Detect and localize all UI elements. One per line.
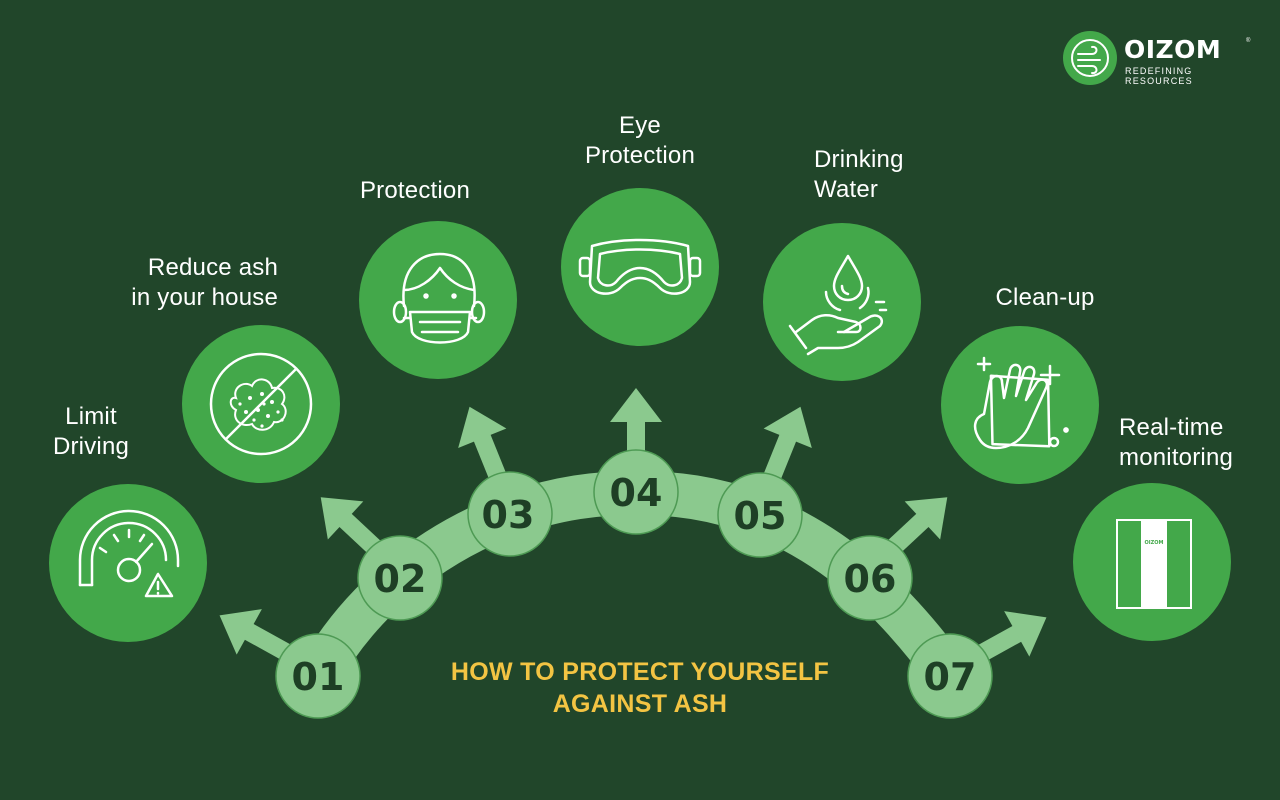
step-number: 06 bbox=[844, 557, 897, 601]
step-number: 01 bbox=[292, 655, 345, 699]
label-line: Real-time bbox=[1119, 414, 1224, 441]
title-line: AGAINST ASH bbox=[552, 690, 728, 718]
label-line: Driving bbox=[52, 433, 130, 460]
node-01 bbox=[275, 633, 361, 719]
face-mask-icon bbox=[392, 252, 486, 344]
speedometer-warning-icon bbox=[78, 509, 180, 598]
step-number: 02 bbox=[374, 557, 427, 601]
label-line: Protection bbox=[359, 177, 471, 204]
node-05 bbox=[717, 472, 803, 558]
registered-mark: ® bbox=[1246, 38, 1251, 44]
step-label-real-time-monitoring: Real-time monitoring bbox=[1119, 413, 1269, 473]
water-drop-hand-icon bbox=[788, 254, 888, 356]
label-line: monitoring bbox=[1119, 444, 1234, 471]
step-number: 07 bbox=[924, 655, 977, 699]
logo-tagline: REDEFINING RESOURCES bbox=[1125, 66, 1193, 86]
device-brand-label: OIZOM bbox=[1145, 540, 1164, 546]
step-label-protection: Protection bbox=[340, 176, 490, 206]
step-number: 05 bbox=[734, 494, 787, 538]
step-label-clean-up: Clean-up bbox=[970, 283, 1120, 313]
label-line: Drinking bbox=[814, 146, 904, 173]
node-02 bbox=[357, 535, 443, 621]
label-line: Eye bbox=[619, 112, 661, 139]
label-line: Water bbox=[814, 176, 879, 203]
cleaning-hand-icon bbox=[973, 356, 1069, 450]
label-line: Limit bbox=[65, 403, 117, 430]
step-number: 03 bbox=[482, 493, 535, 537]
logo-name: OIZOM bbox=[1124, 35, 1222, 64]
icon-circle-06 bbox=[941, 326, 1099, 484]
node-03 bbox=[467, 471, 553, 557]
node-06 bbox=[827, 535, 913, 621]
node-07 bbox=[907, 633, 993, 719]
step-label-reduce-ash: Reduce ash in your house bbox=[96, 253, 278, 313]
no-ash-icon bbox=[209, 352, 313, 456]
air-monitor-device-icon: OIZOM bbox=[1116, 519, 1192, 609]
brand-logo: OIZOM ® REDEFINING RESOURCES bbox=[1062, 30, 1262, 86]
icon-circle-01 bbox=[49, 484, 207, 642]
icon-circle-05 bbox=[763, 223, 921, 381]
label-line: Reduce ash bbox=[147, 254, 278, 281]
label-line: Protection bbox=[584, 142, 696, 169]
node-04 bbox=[593, 449, 679, 535]
title-line: HOW TO PROTECT YOURSELF bbox=[450, 658, 830, 686]
infographic-title: HOW TO PROTECT YOURSELF AGAINST ASH bbox=[400, 656, 880, 720]
logo-mark-icon bbox=[1063, 31, 1117, 85]
label-line: Clean-up bbox=[995, 284, 1095, 311]
step-number: 04 bbox=[610, 471, 663, 515]
goggles-icon bbox=[578, 238, 702, 295]
step-label-limit-driving: Limit Driving bbox=[40, 402, 142, 462]
step-label-eye-protection: Eye Protection bbox=[560, 111, 720, 171]
label-line: in your house bbox=[131, 284, 278, 311]
step-label-drinking-water: Drinking Water bbox=[814, 145, 954, 205]
icon-circle-03 bbox=[359, 221, 517, 379]
